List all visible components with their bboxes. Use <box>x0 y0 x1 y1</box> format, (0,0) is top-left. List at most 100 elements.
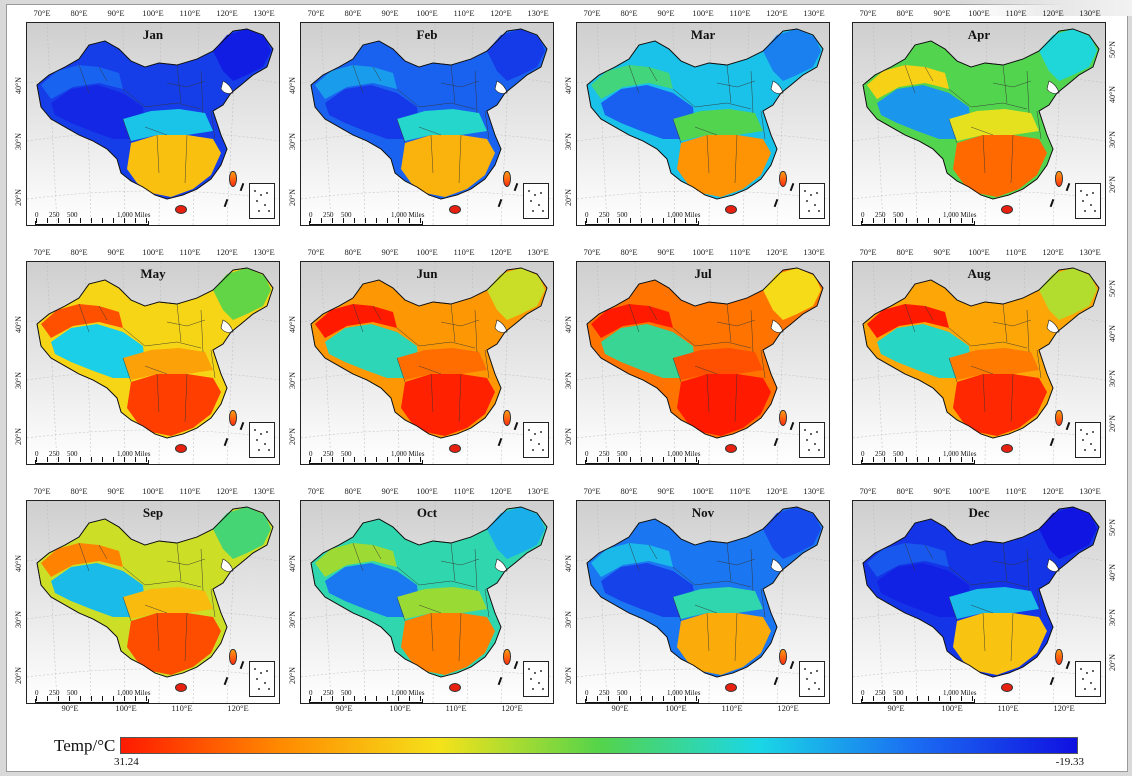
scale-label: 1,000 Miles <box>943 211 977 219</box>
hainan-island <box>449 444 461 453</box>
lon-tick-top: 120°E <box>216 486 238 496</box>
lon-tick-top: 70°E <box>583 247 601 257</box>
lon-tick-top: 90°E <box>107 247 125 257</box>
lat-tick: 30°N <box>564 372 573 389</box>
province-borders <box>352 303 490 423</box>
scale-label: 250 <box>875 450 886 458</box>
map-area: Nov 0 250 500 1,000 Miles <box>576 500 830 704</box>
bohai-sea <box>1046 319 1060 333</box>
lon-tick-top: 120°E <box>1042 486 1064 496</box>
hainan-island <box>1001 683 1013 692</box>
south-china-sea-inset <box>799 661 825 697</box>
lat-tick: 30°N <box>14 372 23 389</box>
lat-tick: 40°N <box>14 316 23 333</box>
scale-bar: 0 250 500 1,000 Miles <box>861 450 981 464</box>
scale-label: 500 <box>341 211 352 219</box>
south-china-sea-inset <box>523 422 549 458</box>
lon-tick-top: 120°E <box>1042 8 1064 18</box>
lon-tick-top: 100°E <box>142 247 164 257</box>
lon-tick-bottom: 110°E <box>721 703 743 713</box>
lon-tick-top: 70°E <box>307 247 325 257</box>
scale-bar: 0 250 500 1,000 Miles <box>585 450 705 464</box>
month-label: Dec <box>968 505 990 520</box>
south-china-sea-inset <box>249 661 275 697</box>
lon-tick-top: 80°E <box>896 247 914 257</box>
map-panel-jul: 70°E 80°E 90°E 100°E 110°E 120°E 130°E Jul 0 250 5… <box>564 247 830 465</box>
lon-tick-top: 130°E <box>803 486 825 496</box>
lon-tick-top: 130°E <box>803 247 825 257</box>
region-tibet <box>877 324 971 378</box>
map-area: Jul 0 250 500 1,000 Miles <box>576 261 830 465</box>
lon-tick-top: 80°E <box>344 486 362 496</box>
south-china-sea-inset <box>1075 661 1101 697</box>
hainan-island <box>725 205 737 214</box>
map-area: Sep 0 250 500 1,000 Miles <box>26 500 280 704</box>
lon-tick-top: 110°E <box>1005 8 1027 18</box>
scale-label: 500 <box>893 689 904 697</box>
lat-tick: 20°N <box>564 428 573 445</box>
lat-tick: 40°N <box>288 555 297 572</box>
province-borders <box>628 542 766 662</box>
month-label: Sep <box>142 505 164 520</box>
south-china-sea-inset <box>1075 422 1101 458</box>
china-temperature-map <box>577 262 829 464</box>
lat-tick: 30°N <box>288 133 297 150</box>
region-central <box>123 348 213 380</box>
taiwan-island <box>779 410 787 426</box>
lon-tick-top: 110°E <box>453 486 475 496</box>
scale-label: 500 <box>341 689 352 697</box>
country-outline <box>36 28 274 200</box>
lat-tick: 40°N <box>1108 564 1117 581</box>
region-tibet <box>51 324 145 378</box>
south-china-sea-inset <box>249 183 275 219</box>
taiwan-island <box>503 410 511 426</box>
lon-tick-top: 90°E <box>381 486 399 496</box>
province-borders <box>628 64 766 184</box>
map-area: Jan 0 250 500 1,000 Miles <box>26 22 280 226</box>
hainan-island <box>175 205 187 214</box>
scale-label: 250 <box>875 689 886 697</box>
lon-tick-top: 100°E <box>416 8 438 18</box>
scale-label: 500 <box>617 450 628 458</box>
lon-tick-top: 70°E <box>307 8 325 18</box>
china-temperature-map <box>301 23 553 225</box>
country-outline <box>36 506 274 678</box>
scale-label: 1,000 Miles <box>391 450 425 458</box>
lon-tick-top: 90°E <box>657 486 675 496</box>
scale-label: 500 <box>341 450 352 458</box>
scale-ruler <box>585 696 699 703</box>
hainan-island <box>1001 205 1013 214</box>
country-outline <box>862 506 1100 678</box>
lon-tick-bottom: 110°E <box>997 703 1019 713</box>
province-borders <box>352 542 490 662</box>
lon-tick-top: 120°E <box>766 8 788 18</box>
lon-tick-top: 90°E <box>381 8 399 18</box>
month-label: Oct <box>416 505 438 520</box>
lat-tick: 30°N <box>564 133 573 150</box>
hainan-island <box>1001 444 1013 453</box>
lon-tick-top: 80°E <box>620 486 638 496</box>
lon-tick-top: 110°E <box>179 247 201 257</box>
lon-tick-top: 80°E <box>70 247 88 257</box>
lon-tick-top: 90°E <box>933 8 951 18</box>
region-central <box>949 587 1039 619</box>
bohai-sea <box>494 80 508 94</box>
bohai-sea <box>1046 558 1060 572</box>
lon-tick-top: 110°E <box>453 8 475 18</box>
scale-label: 250 <box>599 211 610 219</box>
map-area: Aug 0 250 500 1,000 Miles <box>852 261 1106 465</box>
china-temperature-map <box>301 501 553 703</box>
scale-label: 1,000 Miles <box>117 450 151 458</box>
lon-tick-top: 130°E <box>1079 8 1101 18</box>
lat-tick: 20°N <box>1108 415 1117 432</box>
month-label: Mar <box>690 27 716 42</box>
region-northeast <box>763 29 821 81</box>
lon-tick-top: 130°E <box>527 247 549 257</box>
lat-tick: 30°N <box>288 372 297 389</box>
lon-tick-top: 120°E <box>766 247 788 257</box>
map-area: Apr 0 250 500 1,000 Miles <box>852 22 1106 226</box>
lat-tick: 40°N <box>1108 86 1117 103</box>
lat-tick: 40°N <box>564 555 573 572</box>
scale-bar: 0 250 500 1,000 Miles <box>309 211 429 225</box>
scale-label: 500 <box>893 450 904 458</box>
